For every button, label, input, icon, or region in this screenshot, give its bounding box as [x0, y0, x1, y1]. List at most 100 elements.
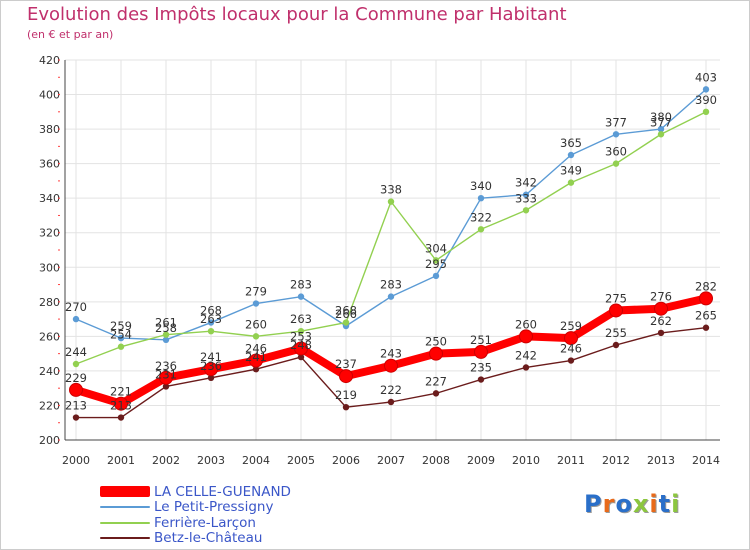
- data-point: [114, 396, 128, 411]
- data-point: [612, 160, 620, 167]
- data-label: 266: [335, 307, 357, 321]
- chart-subtitle: (en € et par an): [27, 28, 114, 41]
- data-label: 333: [515, 191, 537, 205]
- data-label: 261: [155, 316, 177, 330]
- logo-letter: x: [632, 490, 650, 518]
- data-label: 237: [335, 357, 357, 371]
- y-tick-label: 200: [39, 434, 60, 447]
- data-point: [117, 343, 125, 350]
- data-point: [612, 341, 620, 349]
- data-label: 377: [605, 115, 627, 129]
- data-label: 279: [245, 285, 267, 299]
- legend-label: Le Petit-Pressigny: [154, 499, 274, 516]
- data-point: [72, 315, 80, 323]
- data-point: [297, 293, 305, 300]
- data-label: 268: [335, 304, 357, 318]
- x-tick-label: 2004: [242, 454, 270, 467]
- data-point: [657, 329, 665, 337]
- data-point: [384, 358, 398, 373]
- data-label: 241: [200, 350, 222, 364]
- data-label: 349: [560, 164, 582, 178]
- data-point: [702, 108, 710, 116]
- x-tick-label: 2005: [287, 454, 315, 467]
- data-point: [294, 341, 308, 356]
- x-tick-label: 2000: [62, 454, 90, 467]
- data-label: 259: [560, 319, 582, 333]
- data-point: [522, 207, 530, 214]
- data-point: [657, 131, 665, 138]
- data-point: [654, 301, 668, 316]
- data-point: [252, 333, 260, 340]
- data-label: 227: [425, 374, 447, 388]
- data-point: [342, 319, 350, 326]
- data-point: [159, 370, 173, 385]
- data-label: 276: [650, 290, 672, 304]
- data-point: [69, 382, 83, 397]
- data-label: 258: [155, 321, 177, 335]
- data-label: 265: [695, 309, 717, 323]
- legend-item: Ferrière-Larçon: [100, 515, 291, 531]
- legend-label: LA CELLE-GUENAND: [154, 483, 291, 500]
- data-label: 380: [650, 110, 672, 124]
- y-tick-label: 240: [39, 365, 60, 378]
- y-tick-label: 360: [39, 158, 60, 171]
- data-point: [612, 131, 620, 138]
- data-point: [522, 364, 530, 371]
- data-point: [207, 374, 215, 382]
- logo-letter: o: [615, 490, 633, 518]
- data-label: 254: [110, 328, 132, 342]
- logo-letter: t: [658, 490, 672, 518]
- data-point: [657, 125, 665, 133]
- data-label: 283: [380, 278, 402, 292]
- data-label: 248: [290, 338, 312, 352]
- data-label: 340: [470, 179, 492, 193]
- data-label: 270: [65, 300, 87, 314]
- legend: LA CELLE-GUENAND Le Petit-Pressigny Ferr…: [100, 484, 291, 546]
- data-point: [522, 191, 530, 198]
- x-tick-label: 2008: [422, 454, 450, 467]
- data-point: [387, 293, 395, 300]
- data-point: [207, 327, 215, 335]
- data-point: [702, 324, 710, 331]
- x-tick-label: 2006: [332, 454, 360, 467]
- data-point: [117, 334, 125, 342]
- data-label: 263: [200, 312, 222, 326]
- data-point: [204, 362, 218, 377]
- data-label: 213: [65, 399, 87, 413]
- data-label: 246: [245, 342, 267, 356]
- data-label: 322: [470, 210, 492, 224]
- data-point: [252, 300, 260, 307]
- data-label: 251: [470, 333, 492, 347]
- data-label: 222: [380, 383, 402, 397]
- data-label: 260: [515, 317, 537, 331]
- data-label: 241: [245, 350, 267, 364]
- data-label: 260: [245, 317, 267, 331]
- data-point: [699, 291, 713, 306]
- data-label: 250: [425, 335, 447, 349]
- data-label: 282: [695, 279, 717, 293]
- data-label: 283: [290, 278, 312, 292]
- data-label: 268: [200, 304, 222, 318]
- data-point: [297, 353, 305, 361]
- legend-label: Ferrière-Larçon: [154, 514, 256, 531]
- legend-swatch: [100, 506, 150, 509]
- x-tick-label: 2013: [647, 454, 675, 467]
- y-tick-label: 400: [39, 89, 60, 102]
- data-label: 236: [200, 359, 222, 373]
- x-tick-label: 2009: [467, 454, 495, 467]
- data-label: 243: [380, 347, 402, 361]
- logo-letter: r: [602, 490, 616, 518]
- data-point: [162, 336, 170, 344]
- data-label: 242: [515, 348, 537, 362]
- logo-letter: i: [649, 490, 659, 518]
- data-label: 219: [335, 388, 357, 402]
- data-label: 235: [470, 361, 492, 375]
- y-tick-label: 220: [39, 399, 60, 412]
- data-label: 213: [110, 399, 132, 413]
- data-point: [207, 319, 215, 326]
- data-point: [162, 331, 170, 338]
- data-point: [297, 327, 305, 335]
- data-point: [702, 86, 710, 93]
- y-tick-label: 260: [39, 330, 60, 343]
- x-tick-label: 2007: [377, 454, 405, 467]
